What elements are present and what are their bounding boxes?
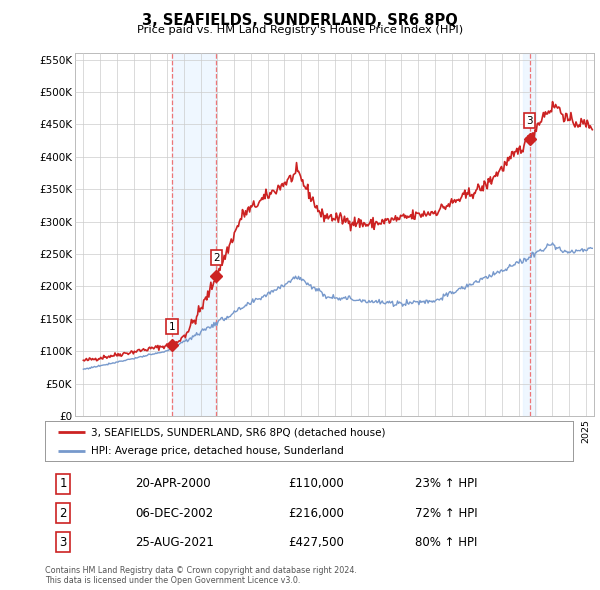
Text: £427,500: £427,500: [288, 536, 344, 549]
Text: 23% ↑ HPI: 23% ↑ HPI: [415, 477, 477, 490]
Text: £110,000: £110,000: [288, 477, 344, 490]
Text: 06-DEC-2002: 06-DEC-2002: [135, 506, 213, 520]
Text: 25-AUG-2021: 25-AUG-2021: [135, 536, 214, 549]
Text: 20-APR-2000: 20-APR-2000: [135, 477, 211, 490]
Text: 1: 1: [169, 322, 176, 332]
Text: 3, SEAFIELDS, SUNDERLAND, SR6 8PQ: 3, SEAFIELDS, SUNDERLAND, SR6 8PQ: [142, 13, 458, 28]
Text: 2: 2: [59, 506, 67, 520]
Text: £216,000: £216,000: [288, 506, 344, 520]
Bar: [523, 53, 536, 416]
Text: 2: 2: [213, 253, 220, 263]
Text: 1: 1: [59, 477, 67, 490]
Text: 80% ↑ HPI: 80% ↑ HPI: [415, 536, 477, 549]
Text: Price paid vs. HM Land Registry's House Price Index (HPI): Price paid vs. HM Land Registry's House …: [137, 25, 463, 35]
Text: 72% ↑ HPI: 72% ↑ HPI: [415, 506, 477, 520]
Text: 3, SEAFIELDS, SUNDERLAND, SR6 8PQ (detached house): 3, SEAFIELDS, SUNDERLAND, SR6 8PQ (detac…: [91, 428, 386, 438]
Text: Contains HM Land Registry data © Crown copyright and database right 2024.
This d: Contains HM Land Registry data © Crown c…: [45, 566, 357, 585]
Bar: [172, 53, 217, 416]
Text: 3: 3: [59, 536, 67, 549]
Text: 3: 3: [526, 116, 533, 126]
Text: HPI: Average price, detached house, Sunderland: HPI: Average price, detached house, Sund…: [91, 447, 344, 456]
